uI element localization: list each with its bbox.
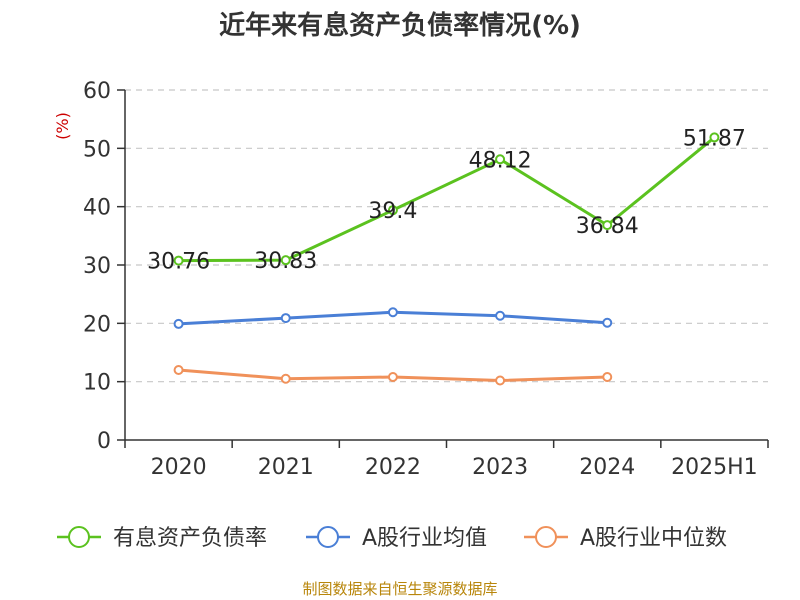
data-source-note: 制图数据来自恒生聚源数据库 xyxy=(302,580,497,598)
data-point xyxy=(280,255,291,266)
data-labels: 30.76 30.83 39.4 48.12 36.84 51.87 xyxy=(147,126,746,274)
data-point xyxy=(495,154,506,165)
x-tick-label: 2025H1 xyxy=(671,455,758,480)
x-tick-label: 2022 xyxy=(365,455,421,480)
y-tick-label: 0 xyxy=(97,429,111,454)
legend-label: A股行业中位数 xyxy=(580,526,727,551)
data-label: 48.12 xyxy=(469,148,532,173)
data-label: 30.83 xyxy=(254,249,317,274)
data-point xyxy=(173,318,184,329)
data-point xyxy=(495,375,506,386)
series-lines xyxy=(173,132,720,386)
data-label: 30.76 xyxy=(147,250,210,275)
data-point xyxy=(280,373,291,384)
chart-title: 近年来有息资产负债率情况(%) xyxy=(219,10,581,41)
data-label: 39.4 xyxy=(368,199,417,224)
axes: 0 10 20 30 40 50 60 2020 2021 2022 2023 2024 2025H1 xyxy=(83,79,769,480)
y-axis-unit-label: (%) xyxy=(53,112,72,140)
legend-label: 有息资产负债率 xyxy=(113,526,267,551)
data-point xyxy=(602,220,613,231)
y-tick-label: 10 xyxy=(83,371,111,396)
y-tick-label: 50 xyxy=(83,137,111,162)
legend-label: A股行业均值 xyxy=(362,526,487,551)
data-point xyxy=(173,255,184,266)
data-point xyxy=(387,372,398,382)
y-tick-label: 20 xyxy=(83,312,111,337)
data-point xyxy=(602,317,613,328)
data-point xyxy=(602,372,613,382)
legend-circle-marker xyxy=(535,526,557,548)
legend-circle-marker xyxy=(317,526,339,548)
legend-circle-marker xyxy=(68,526,90,548)
data-point xyxy=(280,313,291,324)
legend-item[interactable]: A股行业均值 xyxy=(306,526,487,551)
data-point xyxy=(387,205,398,216)
data-point xyxy=(173,365,184,375)
x-tick-label: 2021 xyxy=(258,455,314,480)
y-tick-label: 40 xyxy=(83,196,111,221)
series-line xyxy=(178,136,716,263)
grid-lines xyxy=(125,89,768,383)
legend: 有息资产负债率 A股行业均值 A股行业中位数 xyxy=(57,526,727,551)
data-point xyxy=(709,132,720,143)
data-label: 51.87 xyxy=(683,126,746,151)
data-point xyxy=(495,310,506,321)
data-point xyxy=(387,307,398,318)
legend-item[interactable]: 有息资产负债率 xyxy=(57,526,267,551)
y-tick-label: 60 xyxy=(83,79,111,104)
data-label: 36.84 xyxy=(576,214,639,239)
x-tick-label: 2020 xyxy=(151,455,207,480)
y-tick-label: 30 xyxy=(83,254,111,279)
x-tick-label: 2024 xyxy=(579,455,635,480)
legend-item[interactable]: A股行业中位数 xyxy=(524,526,727,551)
x-tick-label: 2023 xyxy=(472,455,528,480)
